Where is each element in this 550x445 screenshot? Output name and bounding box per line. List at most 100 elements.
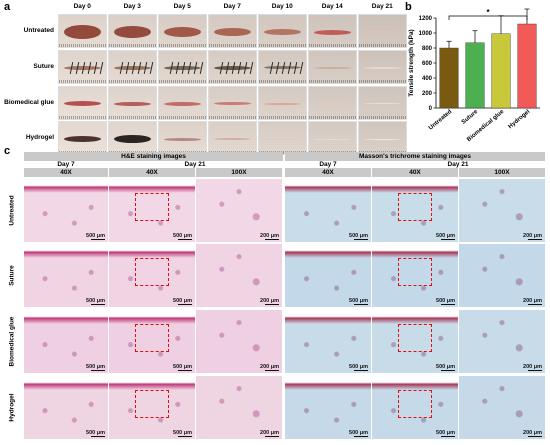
masson-histology-image: 200 μm	[459, 244, 545, 307]
masson-staining-header: Masson's trichrome staining images	[285, 152, 545, 161]
panel-b-letter: b	[405, 1, 412, 13]
mt-day7-label: Day 7	[319, 161, 337, 168]
scale-bar-line	[528, 435, 542, 437]
scale-bar: 200 μm	[523, 364, 542, 371]
wound-photo	[358, 49, 407, 84]
panel-c-row-label: Suture	[8, 264, 16, 286]
significance-star: *	[486, 8, 490, 17]
scale-bar-line	[528, 303, 542, 305]
scale-bar-label: 500 μm	[349, 297, 368, 304]
wound-photo	[108, 14, 157, 48]
he-staining-header: H&E staining images	[24, 152, 283, 161]
he-histology-image: 500 μm	[24, 376, 108, 439]
zoom-region-box	[135, 390, 169, 418]
scale-bar-line	[265, 435, 279, 437]
scale-bar: 500 μm	[173, 233, 192, 240]
x-category-label: Suture	[461, 109, 480, 126]
scale-bar: 500 μm	[436, 298, 455, 305]
x-category-label: Hydrogel	[507, 109, 531, 131]
masson-histology-image: 500 μm	[372, 310, 458, 373]
he-histology-image: 200 μm	[196, 376, 282, 439]
zoom-region-box	[398, 193, 432, 221]
masson-histology-image: 200 μm	[459, 310, 545, 373]
scale-bar: 500 μm	[349, 298, 368, 305]
he-day21-label: Day 21	[184, 161, 206, 168]
x-category-label: Untreated	[428, 109, 454, 132]
scale-bar-line	[528, 369, 542, 371]
scale-bar-line	[265, 369, 279, 371]
bar-suture	[465, 42, 485, 109]
zoom-region-box	[135, 193, 169, 221]
he-histology-image: 500 μm	[24, 179, 108, 242]
he-histology-image: 500 μm	[24, 310, 108, 373]
wound-photo	[158, 14, 207, 48]
tensile-strength-chart: 0 200 400 600 800 1000 1200 Tensile strength (k…	[408, 8, 540, 143]
scale-bar-line	[91, 435, 105, 437]
he-histology-image: 200 μm	[196, 310, 282, 373]
scale-bar: 500 μm	[86, 430, 105, 437]
magnification-label: 100X	[196, 168, 282, 177]
scale-bar-line	[441, 435, 455, 437]
magnification-label: 40X	[372, 168, 458, 177]
significance-bracket	[448, 15, 528, 20]
scale-bar-label: 200 μm	[260, 297, 279, 304]
magnification-label: 40X	[109, 168, 195, 177]
scale-bar-line	[441, 369, 455, 371]
panel-a-row-label: Biomedical glue	[4, 98, 54, 106]
bar-untreated	[439, 47, 459, 109]
day-header: Day 14	[321, 3, 343, 10]
wound-photo	[358, 85, 407, 120]
scale-bar: 500 μm	[436, 364, 455, 371]
panel-c-row-label: Untreated	[8, 194, 16, 226]
wound-photo	[58, 14, 107, 48]
scale-bar-line	[91, 238, 105, 240]
wound-photo	[308, 85, 357, 120]
day-header: Day 7	[223, 3, 241, 10]
he-histology-image: 200 μm	[196, 244, 282, 307]
scale-bar: 500 μm	[86, 233, 105, 240]
masson-histology-image: 200 μm	[459, 376, 545, 439]
y-tick-label: 0	[429, 106, 433, 112]
scale-bar-label: 200 μm	[523, 232, 542, 239]
scale-bar-line	[354, 303, 368, 305]
masson-histology-image: 500 μm	[372, 376, 458, 439]
magnification-label: 40X	[285, 168, 371, 177]
y-tick-label: 600	[422, 61, 433, 67]
zoom-region-box	[398, 258, 432, 286]
scale-bar-label: 200 μm	[523, 297, 542, 304]
wound-photo	[258, 49, 307, 84]
masson-histology-image: 500 μm	[285, 376, 371, 439]
scale-bar-line	[178, 369, 192, 371]
scale-bar-label: 200 μm	[260, 232, 279, 239]
scale-bar-label: 500 μm	[349, 363, 368, 370]
he-day7-label: Day 7	[57, 161, 75, 168]
bar-biomedical-glue	[491, 33, 511, 109]
scale-bar-line	[178, 435, 192, 437]
scale-bar: 200 μm	[260, 233, 279, 240]
scale-bar-line	[354, 238, 368, 240]
scale-bar-label: 500 μm	[86, 363, 105, 370]
day-header: Day 10	[271, 3, 293, 10]
y-tick-label: 200	[422, 91, 433, 97]
scale-bar-label: 500 μm	[173, 363, 192, 370]
panel-a-row-label: Hydrogel	[25, 134, 54, 142]
scale-bar-line	[178, 303, 192, 305]
scale-bar-label: 200 μm	[260, 429, 279, 436]
scale-bar-label: 500 μm	[436, 232, 455, 239]
zoom-region-box	[135, 258, 169, 286]
scale-bar-label: 500 μm	[86, 297, 105, 304]
scale-bar-line	[354, 369, 368, 371]
scale-bar: 500 μm	[436, 430, 455, 437]
he-histology-image: 500 μm	[109, 179, 195, 242]
wound-photo	[308, 121, 357, 156]
wound-photo	[108, 49, 157, 84]
panel-c-row-label: Biomedical glue	[8, 316, 16, 366]
scale-bar-label: 500 μm	[86, 429, 105, 436]
zoom-region-box	[398, 324, 432, 352]
panel-a-row-label: Suture	[33, 62, 54, 70]
wound-photo	[158, 121, 207, 156]
scale-bar: 200 μm	[523, 233, 542, 240]
scale-bar: 500 μm	[173, 298, 192, 305]
wound-photo	[58, 121, 107, 156]
panel-a-letter: a	[4, 1, 11, 13]
